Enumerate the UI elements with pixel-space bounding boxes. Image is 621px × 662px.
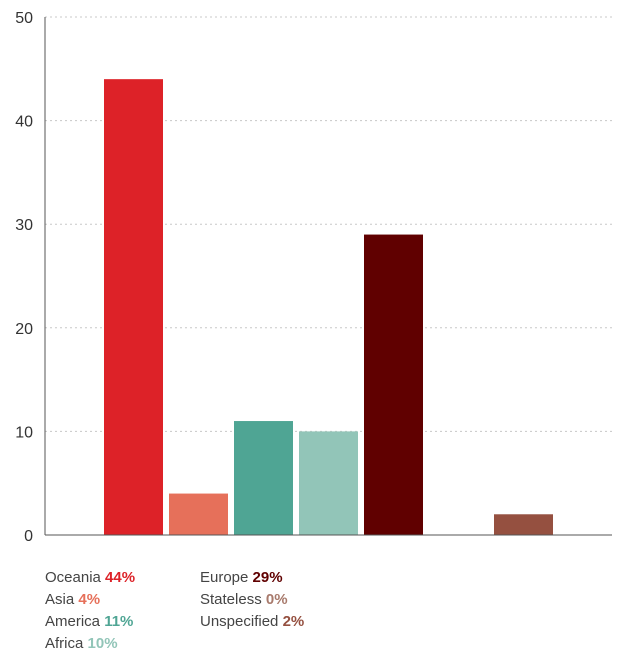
bar-chart: 0 10 20 30 40 50: [15, 10, 612, 545]
y-tick-label: 40: [15, 114, 33, 131]
legend-item-america: America 11%: [45, 612, 200, 632]
y-tick-label: 20: [15, 321, 33, 338]
legend-value: 29%: [252, 569, 283, 586]
legend-label: Oceania: [45, 569, 101, 586]
legend-value: 2%: [282, 613, 305, 630]
legend: Oceania 44% Europe 29% Asia 4% Stateless…: [45, 568, 304, 654]
legend-label: Stateless: [200, 591, 262, 608]
bar-europe: [364, 234, 423, 535]
legend-label: Africa: [45, 635, 84, 652]
legend-label: America: [45, 613, 101, 630]
bar-oceania: [104, 79, 163, 535]
legend-item-africa: Africa 10%: [45, 634, 200, 654]
legend-item-asia: Asia 4%: [45, 590, 200, 610]
legend-value: 0%: [265, 591, 288, 608]
bars: [104, 79, 553, 535]
y-tick-label: 30: [15, 217, 33, 234]
y-tick-label: 50: [15, 10, 33, 27]
legend-value: 44%: [105, 569, 136, 586]
legend-label: Europe: [200, 569, 249, 586]
legend-item-europe: Europe 29%: [200, 568, 304, 588]
legend-value: 4%: [78, 591, 101, 608]
legend-item-stateless: Stateless 0%: [200, 590, 304, 610]
legend-value: 10%: [87, 635, 118, 652]
bar-asia: [169, 493, 228, 535]
legend-label: Asia: [45, 591, 75, 608]
legend-label: Unspecified: [200, 613, 279, 630]
y-tick-label: 10: [15, 424, 33, 441]
legend-value: 11%: [104, 613, 134, 630]
bar-africa: [299, 431, 358, 535]
gridlines: [44, 16, 612, 535]
bar-america: [234, 421, 293, 535]
legend-item-unspecified: Unspecified 2%: [200, 612, 304, 632]
bar-unspecified: [494, 514, 553, 535]
y-tick-label: 0: [24, 528, 33, 545]
y-axis-ticks: 0 10 20 30 40 50: [15, 10, 33, 545]
legend-item-oceania: Oceania 44%: [45, 568, 200, 588]
